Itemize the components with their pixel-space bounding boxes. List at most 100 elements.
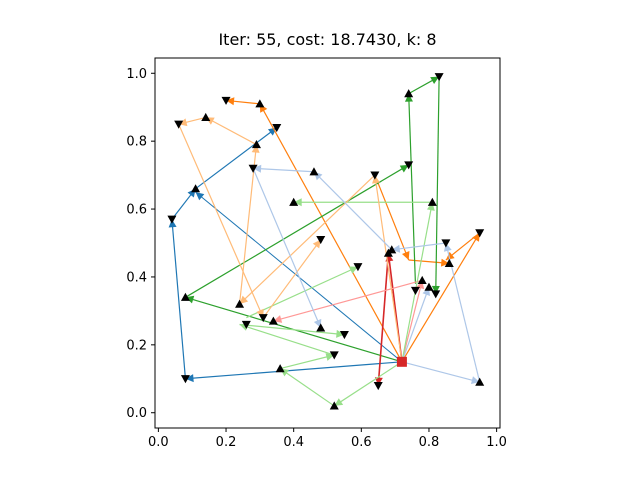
- route-segment: [374, 175, 403, 362]
- route-segment: [401, 280, 423, 362]
- route-segment: [246, 266, 359, 319]
- customer-node: [258, 314, 268, 323]
- customer-node: [404, 89, 414, 98]
- route-arrowhead: [374, 377, 383, 386]
- x-tick-label: 0.4: [283, 435, 304, 450]
- route-segment: [374, 174, 410, 261]
- customer-node: [241, 320, 251, 329]
- route-series-3: [401, 232, 481, 363]
- route-series-8: [374, 253, 390, 386]
- route-arrowhead: [349, 266, 358, 274]
- route-segment: [333, 361, 403, 407]
- route-arrowhead: [336, 329, 345, 338]
- y-tick-label: 0.6: [126, 203, 147, 218]
- customer-node: [251, 140, 261, 149]
- customer-node: [329, 401, 339, 410]
- route-arrowhead: [401, 251, 410, 260]
- customer-node: [434, 73, 444, 82]
- route-arrowhead: [226, 97, 235, 106]
- route-segment: [313, 171, 393, 251]
- customer-node: [275, 364, 285, 373]
- route-segment: [253, 167, 315, 173]
- route-segment: [239, 323, 335, 356]
- route-arrowhead: [195, 192, 205, 201]
- depot-marker: [396, 356, 407, 367]
- route-segment: [435, 76, 440, 294]
- customer-node: [309, 167, 319, 176]
- customer-node: [316, 323, 326, 332]
- route-arrowhead: [293, 198, 302, 207]
- route-segment: [401, 202, 433, 362]
- chart-title: Iter: 55, cost: 18.7430, k: 8: [218, 30, 437, 49]
- route-arrowhead: [399, 164, 409, 173]
- depot-square: [396, 356, 407, 367]
- customer-node: [370, 171, 380, 180]
- route-series-12: [246, 266, 359, 319]
- route-arrowhead: [372, 175, 380, 184]
- route-segment: [401, 286, 430, 363]
- customer-node: [201, 112, 211, 122]
- customer-nodes: [167, 73, 485, 410]
- customer-node: [353, 263, 363, 272]
- route-arrowhead: [312, 239, 321, 249]
- y-axis-ticks: 0.0 0.2 0.4 0.6 0.8 1.0: [126, 67, 155, 421]
- route-segment: [262, 239, 322, 319]
- route-arrowhead: [431, 285, 440, 294]
- route-series-13: [178, 116, 403, 362]
- route-arrowhead: [430, 76, 440, 85]
- route-series-14: [252, 164, 481, 385]
- route-arrowhead: [251, 144, 260, 153]
- x-tick-label: 0.8: [419, 435, 440, 450]
- route-lines: [168, 76, 481, 407]
- customer-node: [373, 381, 383, 391]
- customer-node: [339, 331, 349, 340]
- route-segment: [239, 174, 376, 305]
- customer-node: [289, 197, 299, 206]
- route-arrowhead: [334, 398, 344, 406]
- route-segment: [205, 116, 257, 146]
- customer-node: [441, 239, 451, 248]
- y-tick-label: 0.2: [126, 338, 147, 353]
- route-segment: [239, 323, 345, 336]
- route-segment: [391, 242, 446, 251]
- route-arrowhead: [168, 219, 177, 228]
- customer-node: [329, 351, 339, 360]
- route-arrowhead: [313, 318, 322, 328]
- route-segment: [401, 232, 481, 363]
- y-tick-label: 1.0: [126, 67, 147, 82]
- route-segment: [171, 219, 187, 379]
- route-segment: [185, 361, 402, 380]
- x-tick-label: 0.2: [216, 435, 237, 450]
- customer-node: [248, 164, 258, 173]
- customer-node: [268, 316, 278, 325]
- route-arrowhead: [185, 374, 194, 383]
- route-series-4: [374, 174, 450, 267]
- customer-node: [272, 123, 282, 133]
- route-segment: [408, 93, 417, 284]
- customer-node: [444, 258, 454, 267]
- route-segment: [259, 103, 403, 363]
- customer-node: [180, 375, 190, 384]
- route-segment: [280, 354, 335, 370]
- customer-node: [387, 245, 397, 254]
- x-tick-label: 1.0: [486, 435, 507, 450]
- route-arrowhead: [440, 258, 450, 267]
- customer-node: [475, 377, 485, 386]
- customer-node: [410, 286, 420, 296]
- x-axis-ticks: 0.0 0.2 0.4 0.6 0.8 1.0: [148, 428, 507, 450]
- route-segment: [279, 368, 335, 407]
- customer-node: [180, 292, 190, 301]
- route-segment: [195, 127, 278, 190]
- route-series-6: [404, 76, 440, 294]
- route-arrowhead: [391, 244, 401, 253]
- route-arrowhead: [404, 93, 413, 102]
- customer-node: [475, 229, 485, 238]
- route-arrowhead: [239, 295, 249, 305]
- customer-node: [167, 215, 177, 224]
- route-segment: [377, 253, 390, 386]
- customer-node: [431, 290, 441, 299]
- route-segment: [178, 123, 264, 318]
- route-segment: [252, 168, 322, 329]
- customer-node: [191, 184, 201, 193]
